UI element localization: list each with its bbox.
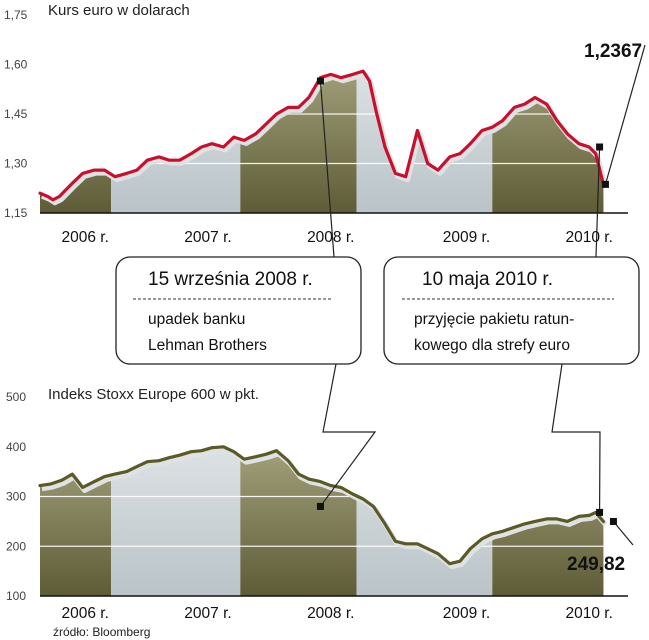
stoxx-marker-lehman	[316, 502, 324, 510]
euro-ytick-label: 1,60	[4, 58, 28, 72]
euro-panel: Kurs euro w dolarach 1,75 1,60 1,45 1,30 1,1…	[4, 2, 642, 246]
callout-lehman-box	[115, 256, 362, 365]
euro-title: Kurs euro w dolarach	[48, 2, 190, 19]
euro-year-label: 2007 r.	[184, 229, 231, 246]
stoxx-year-label: 2008 r.	[307, 605, 354, 622]
callout-lehman-title: 15 września 2008 r.	[148, 269, 313, 290]
euro-marker-bailout	[596, 143, 604, 151]
callout-lehman: 15 września 2008 r. upadek banku Lehman …	[115, 256, 362, 365]
stoxx-ytick-label: 200	[6, 539, 26, 553]
stoxx-ytick-label: 400	[6, 440, 26, 454]
euro-ytick-label: 1,75	[4, 8, 28, 22]
stoxx-ytick-label: 100	[6, 589, 26, 603]
callout-bailout: 10 maja 2010 r. przyjęcie pakietu ratun-…	[383, 256, 640, 365]
euro-bands	[40, 71, 604, 213]
stoxx-ytick-label: 500	[6, 390, 26, 404]
euro-marker-lehman	[316, 77, 324, 85]
euro-year-label: 2010 r.	[566, 229, 613, 246]
stoxx-marker-bailout	[596, 508, 604, 516]
euro-gridlines	[40, 63, 628, 165]
stoxx-gridlines	[40, 446, 628, 547]
callout-bailout-title: 10 maja 2010 r.	[422, 269, 553, 290]
euro-year-label: 2009 r.	[443, 229, 490, 246]
stoxx-panel: Indeks Stoxx Europe 600 w pkt. 500 400 300…	[6, 386, 628, 622]
annotation-markers	[316, 77, 617, 525]
callout-bailout-box	[383, 256, 640, 365]
stoxx-title: Indeks Stoxx Europe 600 w pkt.	[48, 386, 259, 403]
stoxx-last-value-leader	[612, 521, 634, 546]
callout-lehman-line1: upadek banku	[148, 311, 245, 328]
source-note: źródło: Bloomberg	[53, 625, 150, 639]
stoxx-ytick-label: 300	[6, 490, 26, 504]
callout-bailout-line1: przyjęcie pakietu ratun-	[414, 311, 574, 328]
euro-ytick-label: 1,15	[4, 206, 28, 220]
stoxx-year-label: 2007 r.	[184, 605, 231, 622]
euro-year-label: 2008 r.	[307, 229, 354, 246]
stoxx-y-axis: 500 400 300 200 100	[6, 390, 26, 603]
connector-bailout-bottom	[551, 363, 601, 513]
stoxx-year-label: 2009 r.	[443, 605, 490, 622]
euro-last-value: 1,2367	[584, 41, 642, 62]
stoxx-year-band	[356, 446, 493, 596]
connector-bailout-top	[595, 146, 601, 258]
stoxx-year-label: 2010 r.	[566, 605, 613, 622]
euro-last-value-leader	[604, 44, 646, 185]
euro-ytick-label: 1,30	[4, 157, 28, 171]
connector-lehman-bottom	[319, 363, 377, 507]
stoxx-line-shadow	[41, 447, 608, 570]
stoxx-year-label: 2006 r.	[62, 605, 109, 622]
connector-lehman-top	[319, 80, 335, 258]
euro-last-marker	[601, 180, 609, 188]
euro-ytick-label: 1,45	[4, 107, 28, 121]
stoxx-last-marker	[609, 517, 617, 525]
stoxx-x-axis: 2006 r. 2007 r. 2008 r. 2009 r. 2010 r.	[62, 605, 613, 622]
euro-y-axis: 1,75 1,60 1,45 1,30 1,15	[4, 8, 28, 220]
stoxx-series-line	[38, 445, 605, 566]
annotation-connectors	[319, 44, 646, 546]
stoxx-last-value: 249,82	[567, 554, 625, 575]
euro-year-band	[111, 71, 241, 213]
callout-lehman-line2: Lehman Brothers	[148, 337, 267, 354]
euro-x-axis: 2006 r. 2007 r. 2008 r. 2009 r. 2010 r.	[62, 229, 613, 246]
callout-bailout-line2: kowego dla strefy euro	[414, 337, 570, 354]
euro-year-label: 2006 r.	[62, 229, 109, 246]
